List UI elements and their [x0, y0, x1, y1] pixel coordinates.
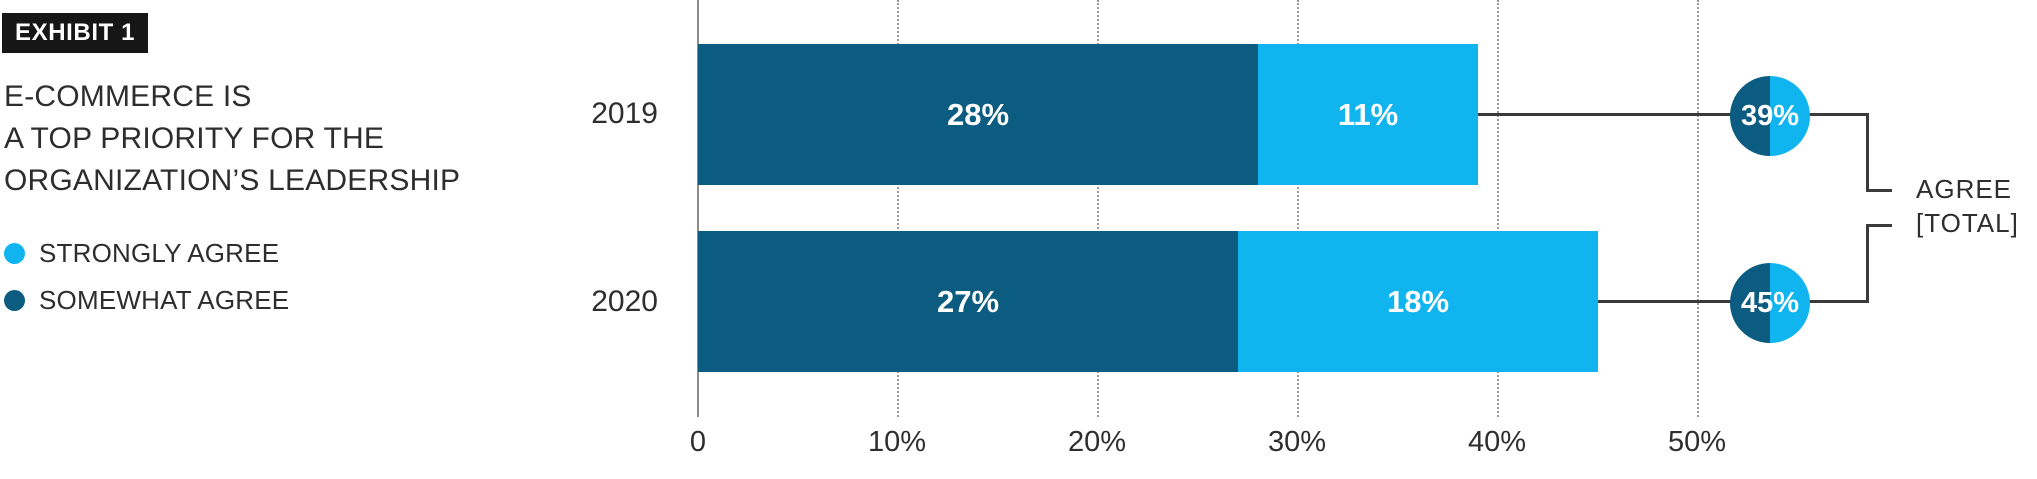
legend: STRONGLY AGREE SOMEWHAT AGREE	[4, 230, 289, 324]
legend-item-strongly-agree: STRONGLY AGREE	[4, 230, 289, 277]
category-label-2020: 2020	[591, 285, 658, 318]
x-tick-20: 20%	[1067, 426, 1127, 458]
total-circle-2019: 39%	[1730, 76, 1810, 156]
total-circle-2020: 45%	[1730, 263, 1810, 343]
bar-2020: 27% 18%	[698, 231, 1598, 372]
connector-line-2019	[1478, 113, 1868, 116]
agree-total-label: AGREE [TOTAL]	[1916, 172, 2019, 240]
gridline-40	[1497, 0, 1499, 417]
x-tick-40: 40%	[1467, 426, 1527, 458]
total-value-2019: 39%	[1740, 99, 1800, 132]
x-tick-10: 10%	[867, 426, 927, 458]
x-tick-30: 30%	[1267, 426, 1327, 458]
chart-title-line-2: A TOP PRIORITY FOR THE	[4, 122, 385, 155]
legend-dot-strongly-agree-icon	[4, 243, 25, 264]
bracket-tick-bottom	[1866, 224, 1892, 227]
gridline-50	[1697, 0, 1699, 417]
bar-2019-strongly-agree-value: 11%	[1337, 96, 1399, 132]
y-axis-line	[697, 0, 699, 417]
x-tick-0: 0	[689, 426, 707, 458]
gridline-10	[897, 0, 899, 417]
bar-2019-somewhat-agree-value: 28%	[946, 96, 1010, 132]
agree-total-line-2: [TOTAL]	[1916, 208, 2019, 238]
bar-2020-strongly-agree-value: 18%	[1386, 283, 1450, 319]
bar-2019-strongly-agree-segment: 11%	[1258, 44, 1478, 185]
gridline-20	[1097, 0, 1099, 417]
exhibit-badge: EXHIBIT 1	[2, 13, 148, 53]
chart-title: E-COMMERCE IS A TOP PRIORITY FOR THE ORG…	[4, 76, 460, 202]
total-value-2020: 45%	[1740, 286, 1800, 319]
chart-title-line-3: ORGANIZATION’S LEADERSHIP	[4, 164, 461, 197]
bracket-tick-top	[1866, 189, 1892, 192]
bar-2019-somewhat-agree-segment: 28%	[698, 44, 1258, 185]
bracket-vertical-bottom	[1866, 224, 1869, 303]
exhibit-badge-label: EXHIBIT 1	[15, 19, 136, 46]
agree-total-line-1: AGREE	[1916, 174, 2013, 204]
bar-2019: 28% 11%	[698, 44, 1478, 185]
legend-item-somewhat-agree: SOMEWHAT AGREE	[4, 277, 289, 324]
bar-2020-strongly-agree-segment: 18%	[1238, 231, 1598, 372]
x-tick-50: 50%	[1667, 426, 1727, 458]
legend-label-strongly-agree: STRONGLY AGREE	[39, 238, 280, 268]
bar-2020-somewhat-agree-value: 27%	[936, 283, 1000, 319]
chart-title-line-1: E-COMMERCE IS	[4, 80, 252, 113]
category-label-2019: 2019	[591, 97, 658, 130]
bar-2020-somewhat-agree-segment: 27%	[698, 231, 1238, 372]
legend-label-somewhat-agree: SOMEWHAT AGREE	[39, 285, 290, 315]
bracket-vertical-top	[1866, 113, 1869, 192]
legend-dot-somewhat-agree-icon	[4, 290, 25, 311]
gridline-30	[1297, 0, 1299, 417]
